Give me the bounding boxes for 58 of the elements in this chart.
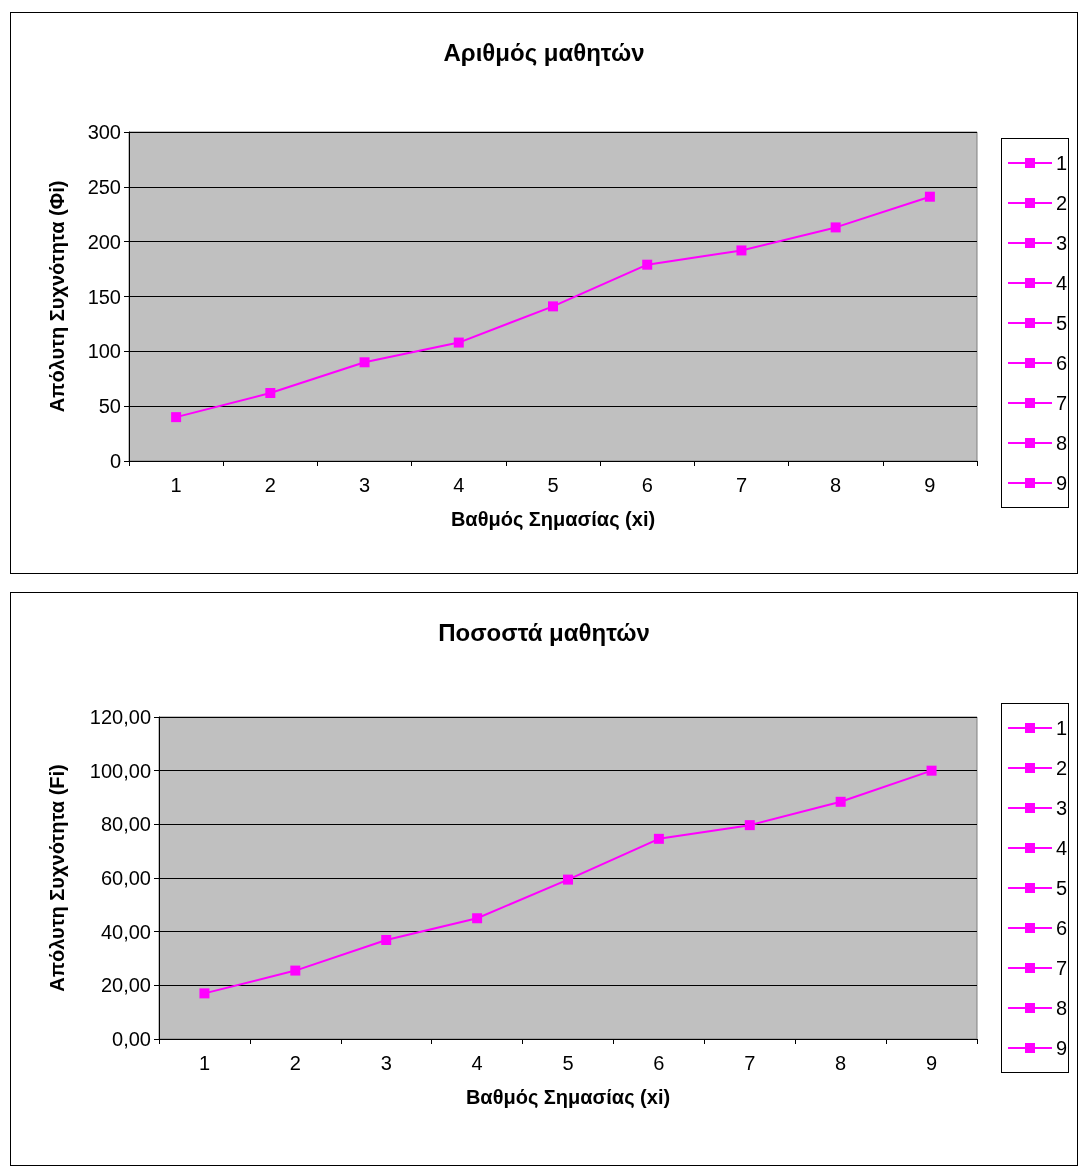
- y-axis-title: Απόλυτη Συχνότητα (Φi): [46, 180, 68, 413]
- x-tick-label: 5: [547, 474, 559, 496]
- x-tick-label: 3: [380, 1052, 392, 1074]
- y-tick-label: 40,00: [100, 920, 151, 943]
- point: [744, 820, 755, 831]
- x-tick-label: 5: [562, 1052, 574, 1074]
- point: [171, 412, 182, 423]
- point: [265, 388, 276, 399]
- x-tick-label: 7: [735, 474, 748, 496]
- y-tick-label: 100: [87, 340, 121, 363]
- x-tick-label: 6: [641, 474, 653, 496]
- x-tick-label: 4: [453, 474, 465, 496]
- point: [642, 259, 653, 270]
- x-tick-label: 3: [358, 474, 371, 496]
- y-tick-label: 50: [98, 395, 121, 418]
- y-tick-label: 120,00: [89, 706, 151, 728]
- y-tick-label: 100,00: [89, 759, 151, 782]
- x-tick-label: 2: [264, 474, 276, 496]
- point: [653, 833, 664, 844]
- y-tick-label: 0: [109, 450, 121, 472]
- point: [926, 765, 937, 776]
- x-axis-title: Βαθμός Σημασίας (xi): [450, 508, 656, 530]
- x-tick-label: 1: [170, 474, 182, 496]
- point: [199, 988, 210, 999]
- y-tick-label: 250: [87, 175, 121, 198]
- x-tick-label: 6: [653, 1052, 665, 1074]
- chart-title: Αριθμός μαθητών: [443, 38, 645, 66]
- point: [472, 913, 483, 924]
- y-axis-title: Απόλυτη Συχνότητα (Fi): [46, 764, 68, 992]
- y-tick-label: 60,00: [100, 867, 151, 889]
- point: [924, 191, 935, 202]
- point-key-box: 1 2 3 4 5 6 7 8 9: [1001, 703, 1069, 1073]
- point: [359, 357, 370, 368]
- point: [453, 337, 464, 348]
- y-tick-label: 150: [87, 285, 121, 308]
- x-tick-label: 8: [835, 1052, 847, 1074]
- point: [563, 874, 573, 885]
- point: [835, 796, 846, 807]
- x-tick-label: 9: [925, 1052, 938, 1074]
- x-tick-label: 7: [744, 1052, 756, 1074]
- y-tick-label: 20,00: [100, 974, 151, 997]
- x-tick-label: 9: [924, 474, 936, 496]
- x-tick-label: 8: [830, 474, 842, 496]
- point: [290, 965, 301, 976]
- x-axis-title: Βαθμός Σημασίας (xi): [465, 1086, 671, 1108]
- point: [830, 222, 841, 233]
- y-tick-label: 300: [87, 121, 121, 143]
- point-key-box: 1 2 3 4 5 6 7 8 9: [1001, 138, 1069, 508]
- y-tick-label: 80,00: [100, 813, 151, 836]
- point: [548, 301, 558, 312]
- x-tick-label: 2: [289, 1052, 301, 1074]
- point: [381, 934, 392, 945]
- x-tick-label: 1: [198, 1052, 211, 1074]
- chart-title: Ποσοστά μαθητών: [438, 618, 650, 646]
- y-tick-label: 200: [87, 230, 121, 253]
- x-tick-label: 4: [471, 1052, 483, 1074]
- y-tick-label: 0,00: [112, 1028, 151, 1050]
- point: [736, 245, 747, 256]
